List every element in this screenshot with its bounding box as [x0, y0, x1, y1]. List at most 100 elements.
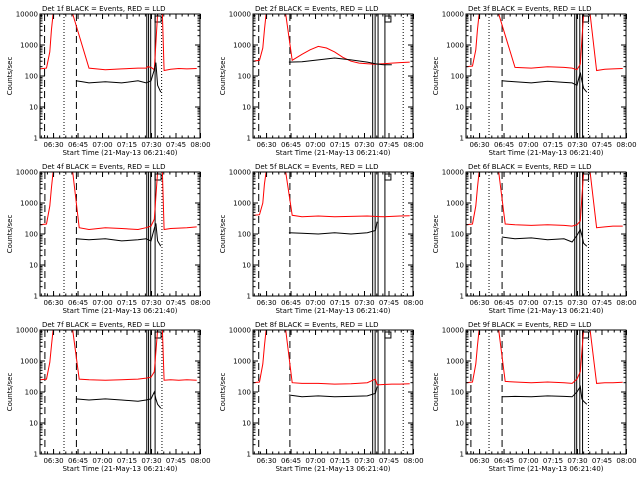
x-tick-label: 06:30 [256, 457, 276, 465]
plot-frame [465, 13, 627, 139]
lld-series-line [40, 172, 197, 231]
x-tick-label: 06:45 [494, 457, 514, 465]
events-series-line [75, 62, 162, 93]
y-tick-label: 10000 [16, 169, 38, 177]
y-tick-label: 100 [238, 231, 251, 239]
x-tick-label: 06:45 [281, 299, 301, 307]
events-series-line [501, 228, 588, 247]
y-tick-label: 1 [460, 135, 464, 143]
x-tick-label: 07:30 [567, 457, 587, 465]
x-tick-label: 06:45 [494, 299, 514, 307]
y-tick-label: 100 [451, 389, 464, 397]
y-tick-label: 10000 [16, 11, 38, 19]
x-tick-label: 07:00 [305, 141, 325, 149]
x-tick-label: 06:30 [43, 141, 63, 149]
x-tick-label: 07:45 [592, 141, 612, 149]
plot-frame [252, 329, 414, 455]
y-axis-label: Counts/sec [432, 373, 440, 412]
y-tick-label: 1000 [20, 42, 38, 50]
y-axis-label: Counts/sec [432, 215, 440, 254]
box-marker [154, 331, 162, 339]
events-series-line [75, 223, 162, 247]
y-tick-label: 1000 [20, 358, 38, 366]
y-axis-label: Counts/sec [432, 57, 440, 96]
chart-title: Det 6f BLACK = Events, RED = LLD [468, 163, 591, 171]
x-tick-label: 07:30 [567, 141, 587, 149]
x-tick-label: 06:45 [494, 141, 514, 149]
events-series-line [75, 390, 162, 409]
events-series-line [288, 57, 392, 66]
y-tick-label: 10 [455, 420, 464, 428]
x-tick-label: 07:00 [518, 141, 538, 149]
chart-title: Det 2f BLACK = Events, RED = LLD [255, 5, 378, 13]
y-tick-label: 1 [247, 451, 251, 459]
lld-series-line [40, 14, 197, 72]
plot-frame [465, 171, 627, 297]
x-tick-label: 08:00 [616, 141, 636, 149]
y-tick-label: 10 [29, 104, 38, 112]
x-tick-label: 07:15 [543, 299, 563, 307]
y-tick-label: 100 [451, 73, 464, 81]
y-tick-label: 10 [242, 104, 251, 112]
x-tick-label: 07:30 [567, 299, 587, 307]
x-tick-label: 08:00 [616, 457, 636, 465]
x-tick-label: 08:00 [403, 457, 423, 465]
x-tick-label: 07:15 [117, 141, 137, 149]
x-tick-label: 06:45 [68, 457, 88, 465]
lld-series-line [466, 330, 623, 384]
y-tick-label: 100 [238, 73, 251, 81]
x-tick-label: 07:45 [592, 457, 612, 465]
y-tick-label: 1000 [446, 42, 464, 50]
x-tick-label: 08:00 [403, 141, 423, 149]
lld-series-line [253, 172, 410, 218]
x-axis-label: Start Time (21-May-13 06:21:40) [62, 307, 177, 315]
x-tick-label: 07:00 [92, 299, 112, 307]
events-series-line [501, 385, 588, 405]
y-tick-label: 100 [25, 73, 38, 81]
x-axis-label: Start Time (21-May-13 06:21:40) [275, 307, 390, 315]
x-tick-label: 07:15 [117, 299, 137, 307]
y-tick-label: 1 [460, 451, 464, 459]
x-tick-label: 07:45 [166, 141, 186, 149]
lld-series-line [466, 14, 623, 72]
x-axis-label: Start Time (21-May-13 06:21:40) [275, 465, 390, 473]
x-tick-label: 07:15 [117, 457, 137, 465]
x-axis-label: Start Time (21-May-13 06:21:40) [488, 307, 603, 315]
y-tick-label: 10000 [229, 11, 251, 19]
x-tick-label: 06:45 [281, 457, 301, 465]
x-tick-label: 06:30 [469, 299, 489, 307]
x-tick-label: 07:30 [354, 457, 374, 465]
y-tick-label: 1 [247, 135, 251, 143]
x-tick-label: 07:00 [92, 141, 112, 149]
x-tick-label: 07:45 [166, 457, 186, 465]
chart-title: Det 8f BLACK = Events, RED = LLD [255, 321, 378, 329]
y-axis-label: Counts/sec [6, 215, 14, 254]
events-series-line [288, 386, 378, 398]
x-tick-label: 06:30 [469, 141, 489, 149]
y-axis-label: Counts/sec [219, 373, 227, 412]
y-tick-label: 10000 [442, 327, 464, 335]
x-tick-label: 07:45 [379, 457, 399, 465]
box-marker [384, 173, 392, 181]
y-tick-label: 1 [460, 293, 464, 301]
plot-frame [252, 13, 414, 139]
x-tick-label: 07:00 [518, 457, 538, 465]
x-tick-label: 07:15 [543, 457, 563, 465]
y-tick-label: 10 [455, 104, 464, 112]
events-series-line [501, 72, 588, 93]
y-tick-label: 1 [34, 293, 38, 301]
events-series-line [288, 221, 378, 235]
x-tick-label: 06:45 [68, 299, 88, 307]
x-tick-label: 07:45 [166, 299, 186, 307]
x-tick-label: 07:45 [379, 141, 399, 149]
x-tick-label: 07:30 [141, 141, 161, 149]
y-tick-label: 10000 [229, 169, 251, 177]
y-axis-label: Counts/sec [6, 373, 14, 412]
y-tick-label: 100 [25, 231, 38, 239]
x-tick-label: 07:00 [92, 457, 112, 465]
x-tick-label: 06:30 [469, 457, 489, 465]
y-tick-label: 10 [242, 420, 251, 428]
y-tick-label: 10000 [16, 327, 38, 335]
